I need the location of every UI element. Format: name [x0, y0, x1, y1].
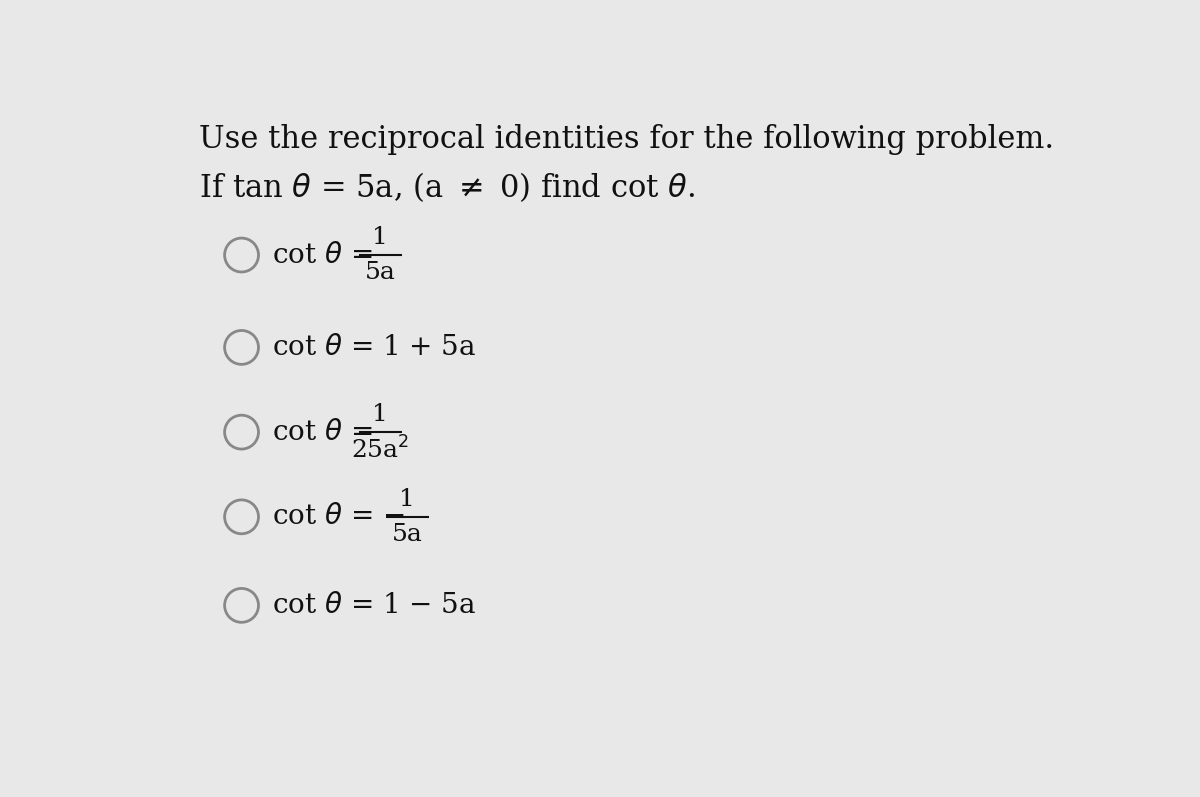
Text: cot $\theta$ =: cot $\theta$ =	[272, 241, 376, 269]
Text: 1: 1	[372, 226, 388, 249]
Text: cot $\theta$ =: cot $\theta$ =	[272, 418, 376, 446]
Text: 25a$^2$: 25a$^2$	[350, 436, 409, 463]
Text: cot $\theta$ = $-$: cot $\theta$ = $-$	[272, 504, 404, 530]
Text: cot $\theta$ = 1 $-$ 5a: cot $\theta$ = 1 $-$ 5a	[272, 592, 476, 619]
Text: Use the reciprocal identities for the following problem.: Use the reciprocal identities for the fo…	[199, 124, 1055, 155]
Text: If tan $\theta$ = 5a, (a $\neq$ 0) find cot $\theta$.: If tan $\theta$ = 5a, (a $\neq$ 0) find …	[199, 171, 695, 204]
Text: 1: 1	[400, 488, 415, 511]
Text: cot $\theta$ = 1 + 5a: cot $\theta$ = 1 + 5a	[272, 334, 476, 361]
Text: 1: 1	[372, 403, 388, 426]
Text: 5a: 5a	[391, 523, 422, 546]
Text: 5a: 5a	[365, 261, 396, 285]
